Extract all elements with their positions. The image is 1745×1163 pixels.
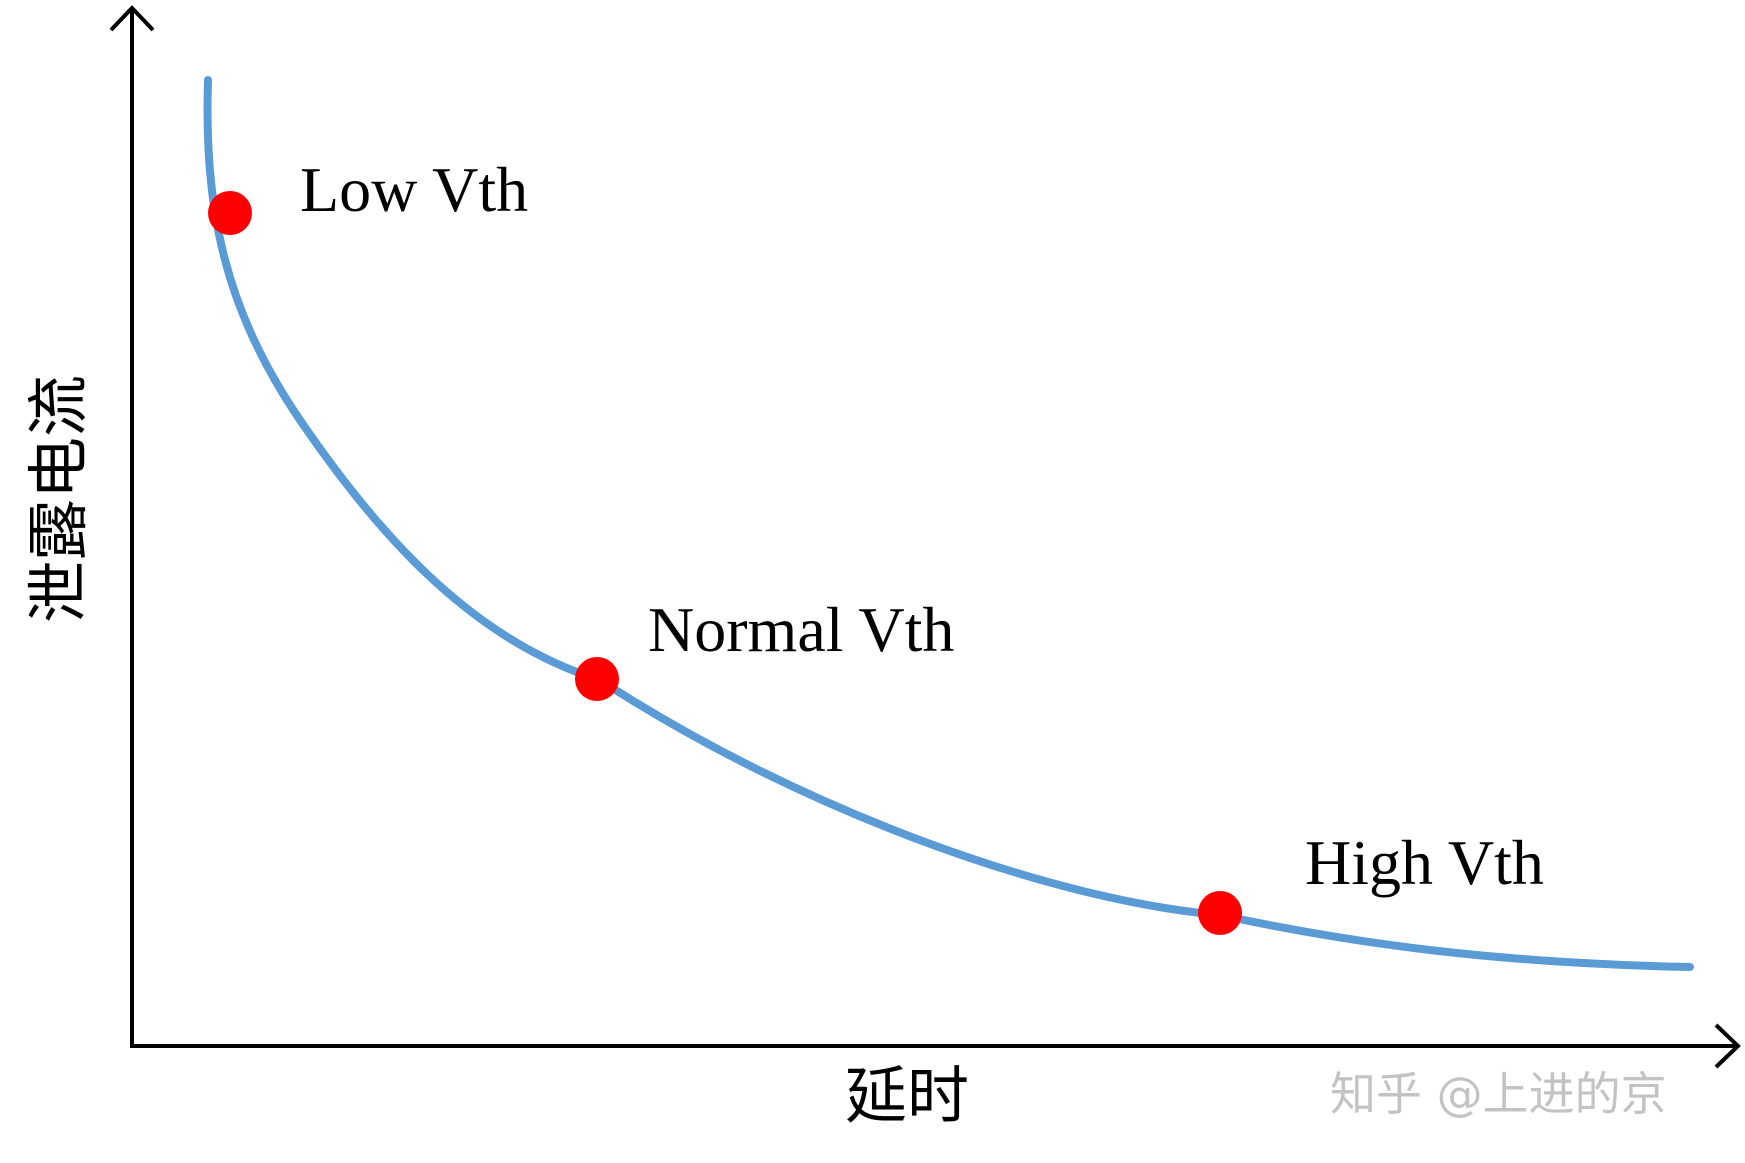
x-axis-arrowhead bbox=[1714, 1023, 1741, 1069]
x-axis-label: 延时 bbox=[845, 1059, 969, 1132]
axes bbox=[109, 5, 1741, 1069]
vth-points bbox=[208, 191, 1242, 935]
y-axis-arrowhead bbox=[109, 5, 155, 32]
label-high-vth: High Vth bbox=[1305, 827, 1544, 898]
leakage-delay-curve bbox=[203, 76, 1694, 971]
point-low-vth bbox=[208, 191, 252, 235]
point-normal-vth bbox=[575, 657, 619, 701]
watermark-text: 知乎 @上进的京 bbox=[1330, 1067, 1667, 1121]
point-high-vth bbox=[1198, 891, 1242, 935]
label-normal-vth: Normal Vth bbox=[648, 594, 954, 665]
label-low-vth: Low Vth bbox=[300, 154, 528, 225]
y-axis-label: 泄露电流 bbox=[22, 375, 95, 623]
